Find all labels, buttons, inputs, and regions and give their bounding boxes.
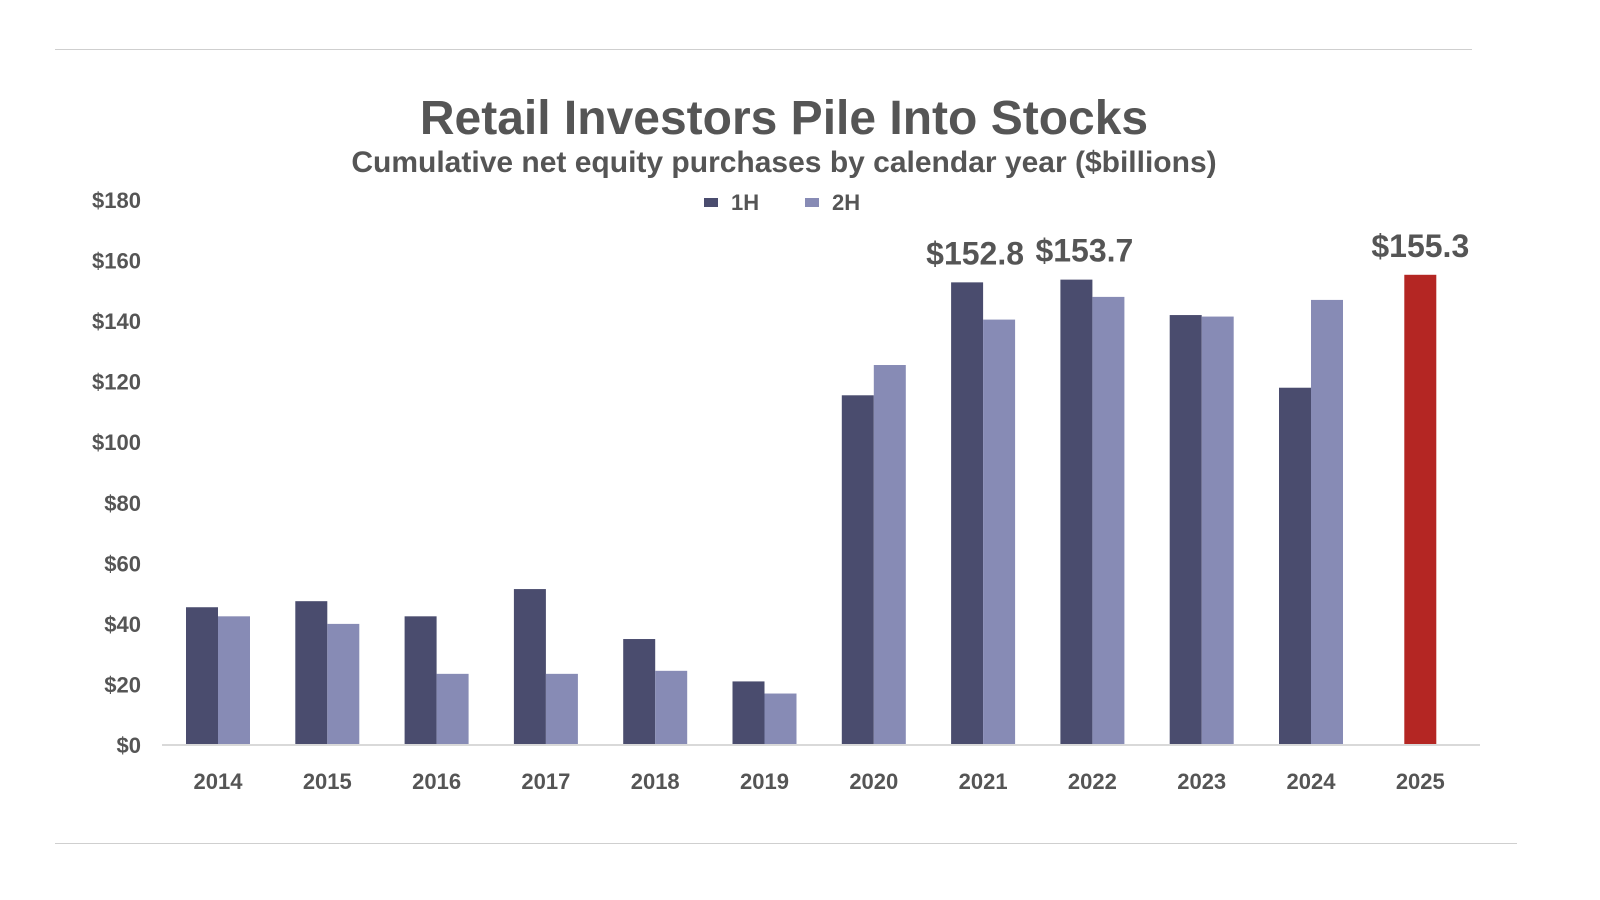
data-label-2022: $153.7 <box>1035 233 1133 269</box>
legend-swatch-2h <box>805 198 819 207</box>
x-tick-label: 2018 <box>631 769 680 794</box>
bar-2h-2019 <box>764 693 797 745</box>
legend-label-2h: 2H <box>832 190 860 215</box>
bar-2h-2014 <box>218 616 250 745</box>
bars <box>186 274 1437 745</box>
x-tick-label: 2022 <box>1068 769 1117 794</box>
y-tick-label: $20 <box>104 672 141 697</box>
y-tick-label: $60 <box>104 551 141 576</box>
bar-1h-2014 <box>186 607 218 745</box>
bar-2h-2024 <box>1311 299 1343 745</box>
bar-2h-2015 <box>327 623 360 745</box>
x-tick-label: 2024 <box>1287 769 1337 794</box>
y-tick-label: $140 <box>92 309 141 334</box>
x-axis: 2014 2015 2016 2017 2018 2019 2020 2021 2022 2023… <box>194 769 1445 794</box>
bar-1h-2018 <box>623 639 656 745</box>
bar-1h-2017 <box>513 589 546 745</box>
bar-2h-2020 <box>873 365 906 745</box>
bottom-divider <box>55 843 1517 844</box>
bar-1h-2023 <box>1169 315 1202 745</box>
y-tick-label: $0 <box>117 733 141 758</box>
y-tick-label: $80 <box>104 491 141 516</box>
chart-subtitle: Cumulative net equity purchases by calen… <box>351 146 1216 179</box>
data-label-2025: $155.3 <box>1371 228 1469 264</box>
bar-2h-2022 <box>1092 296 1125 745</box>
bar-2h-2018 <box>655 670 688 745</box>
x-tick-label: 2017 <box>521 769 570 794</box>
legend-swatch-1h <box>704 198 718 207</box>
bar-1h-2021 <box>951 282 984 745</box>
bar-2h-2021 <box>983 319 1016 745</box>
legend-label-1h: 1H <box>731 190 759 215</box>
top-divider <box>55 49 1472 50</box>
y-tick-label: $100 <box>92 430 141 455</box>
bar-1h-2024 <box>1279 387 1311 745</box>
data-labels: $152.8 $153.7 $155.3 <box>926 228 1469 272</box>
legend: 1H 2H <box>704 190 860 215</box>
x-tick-label: 2019 <box>740 769 789 794</box>
bar-2h-2023 <box>1201 316 1234 745</box>
x-tick-label: 2014 <box>194 769 244 794</box>
chart-title: Retail Investors Pile Into Stocks <box>420 92 1148 145</box>
y-tick-label: $120 <box>92 370 141 395</box>
x-tick-label: 2021 <box>959 769 1008 794</box>
y-axis: $0 $20 $40 $60 $80 $100 $120 $140 $160 $180 <box>92 188 141 758</box>
y-tick-label: $180 <box>92 188 141 213</box>
x-tick-label: 2020 <box>849 769 898 794</box>
bar-1h-2016 <box>404 616 437 745</box>
bar-1h-2020 <box>841 395 874 745</box>
y-tick-label: $40 <box>104 612 141 637</box>
x-tick-label: 2016 <box>412 769 461 794</box>
bar-1h-2015 <box>295 601 328 745</box>
bar-1h-2025 <box>1404 274 1437 745</box>
y-tick-label: $160 <box>92 249 141 274</box>
x-tick-label: 2025 <box>1396 769 1445 794</box>
bar-2h-2016 <box>436 673 469 745</box>
data-label-2021: $152.8 <box>926 235 1024 271</box>
bar-2h-2017 <box>545 673 578 745</box>
bar-1h-2019 <box>732 681 765 745</box>
x-tick-label: 2023 <box>1177 769 1226 794</box>
bar-1h-2022 <box>1060 279 1093 745</box>
x-tick-label: 2015 <box>303 769 352 794</box>
